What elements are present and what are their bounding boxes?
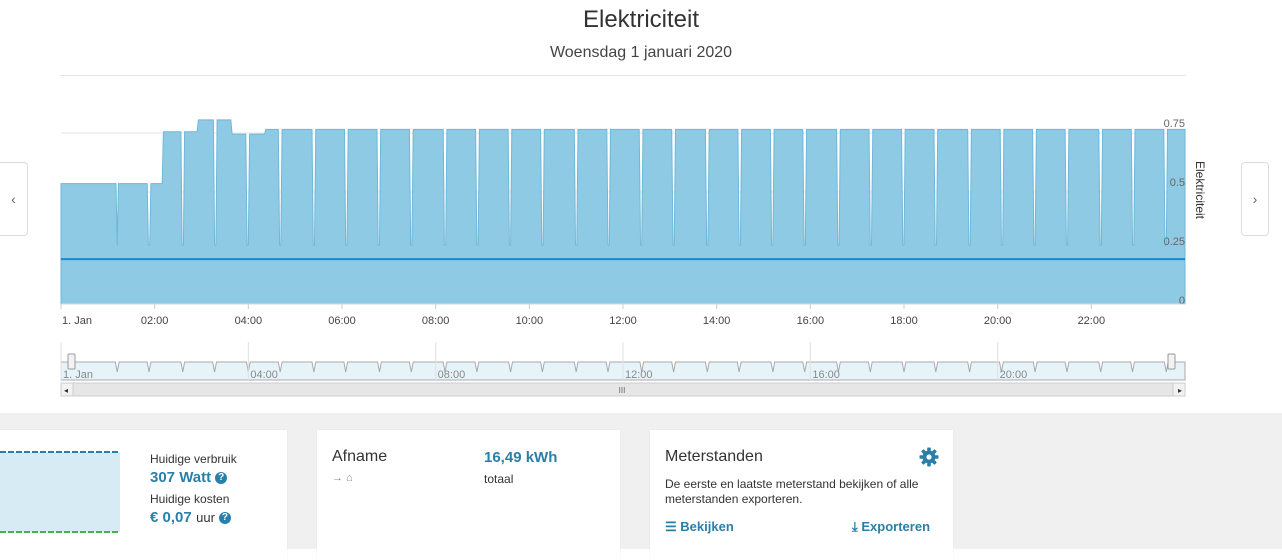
view-readings-label: Bekijken [680, 519, 734, 534]
mini-chart [0, 451, 120, 533]
usage-value-row: 307 Watt? [150, 469, 228, 486]
help-icon[interactable]: ? [218, 511, 231, 524]
x-tick-label: 02:00 [141, 315, 169, 327]
export-readings-label: Exporteren [861, 519, 931, 534]
navigator-tick-label: 16:00 [812, 369, 840, 381]
meterstanden-description: De eerste en laatste meterstand bekijken… [665, 477, 919, 506]
navigator-tick-label: 08:00 [438, 369, 466, 381]
y-tick-label: 0.5 [1170, 177, 1185, 189]
x-tick-label: 12:00 [609, 315, 637, 327]
x-tick-label: 06:00 [328, 315, 356, 327]
x-tick-label: 10:00 [516, 315, 544, 327]
navigator-ticks: 1. Jan 04:00 08:00 12:00 16:00 20:00 [60, 342, 1028, 381]
gear-icon[interactable] [919, 447, 939, 467]
y-axis-label: Elektriciteit [1193, 161, 1207, 220]
afname-value-label: totaal [484, 472, 514, 486]
afname-title: Afname [332, 448, 388, 465]
navigator: 1. Jan 04:00 08:00 12:00 16:00 20:00 III ◂ ▸ [60, 342, 1186, 397]
navigator-tick-label: 04:00 [250, 369, 278, 381]
chevron-right-icon: › [1252, 191, 1258, 207]
navigator-handle-right [1167, 353, 1176, 370]
header-divider [60, 75, 1186, 76]
help-icon[interactable]: ? [215, 472, 228, 485]
current-usage-card: Huidige verbruik 307 Watt? Huidige koste… [0, 430, 287, 560]
x-axis-ticks: 1. Jan 02:00 04:00 06:00 08:00 10:00 12:00 14:0… [60, 303, 1185, 327]
page-date: Woensdag 1 januari 2020 [549, 44, 733, 61]
view-readings-link[interactable]: ☰ Bekijken [665, 519, 734, 535]
page-title: Elektriciteit [582, 6, 700, 33]
navigator-tick-label: 12:00 [625, 369, 653, 381]
cost-label: Huidige kosten [150, 492, 230, 506]
navigator-tick-label: 1. Jan [63, 369, 93, 381]
x-tick-label: 1. Jan [62, 315, 92, 327]
usage-area [60, 119, 1186, 305]
usage-value: 307 Watt [150, 469, 212, 486]
scrollbar-grip: III [619, 386, 626, 395]
x-tick-label: 18:00 [890, 315, 918, 327]
meterstanden-title: Meterstanden [665, 448, 763, 465]
next-day-button[interactable]: › [1241, 162, 1269, 236]
arrow-home-icon: → ⌂ [332, 472, 353, 484]
x-tick-label: 22:00 [1078, 315, 1106, 327]
cost-value-row: € 0,07 uur? [150, 509, 231, 527]
download-icon: ⤓ [852, 519, 858, 534]
y-tick-label: 0.25 [1164, 236, 1185, 248]
list-icon: ☰ [665, 519, 677, 534]
usage-label: Huidige verbruik [150, 452, 237, 466]
scroll-right-arrow: ▸ [1178, 386, 1182, 395]
afname-card: Afname → ⌂ 16,49 kWh totaal [317, 430, 620, 560]
x-tick-label: 08:00 [422, 315, 450, 327]
x-tick-label: 04:00 [235, 315, 263, 327]
x-tick-label: 14:00 [703, 315, 731, 327]
export-readings-link[interactable]: ⤓ Exporteren [852, 519, 930, 535]
y-tick-label: 0 [1179, 295, 1185, 307]
x-tick-label: 20:00 [984, 315, 1012, 327]
navigator-handle-left [67, 353, 76, 370]
afname-value: 16,49 kWh [484, 449, 558, 466]
cost-unit: uur [196, 510, 215, 525]
chevron-left-icon: ‹ [11, 191, 16, 207]
y-axis-ticks: 0 0.25 0.5 0.75 [1164, 118, 1185, 307]
y-tick-label: 0.75 [1164, 118, 1185, 130]
x-tick-label: 16:00 [797, 315, 825, 327]
previous-day-button[interactable]: ‹ [0, 162, 28, 236]
scrollbar-thumb [72, 382, 1174, 397]
electricity-chart[interactable]: 00.250.50.75 1. Jan 02:00 04:00 06:00 08:00 1… [0, 0, 1282, 410]
scroll-left-arrow: ◂ [64, 386, 68, 395]
meterstanden-card: Meterstanden De eerste en laatste meters… [650, 430, 953, 560]
navigator-tick-label: 20:00 [1000, 369, 1028, 381]
cost-value: € 0,07 [150, 509, 192, 526]
